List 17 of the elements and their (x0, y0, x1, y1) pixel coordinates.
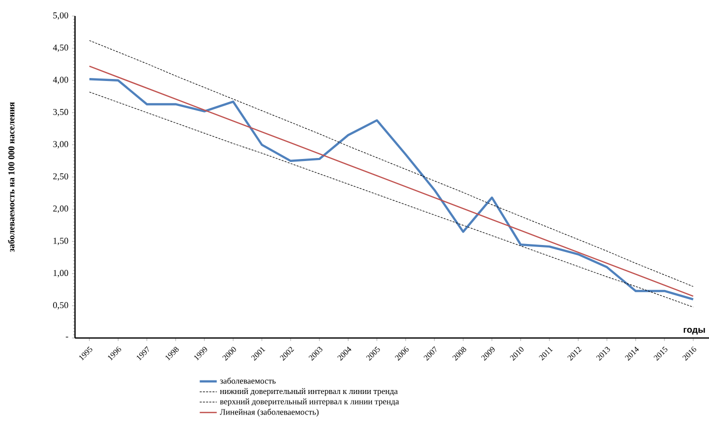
legend-label: заболеваемость (220, 378, 276, 384)
y-tick-label: 2,00 (53, 206, 68, 213)
y-tick-label: 0,50 (53, 302, 68, 310)
y-tick-label: 4,50 (52, 44, 68, 52)
y-axis-title: заболеваемость на 100 000 населения (8, 102, 14, 252)
y-tick-label: 4,00 (52, 76, 68, 84)
x-axis-title: годы (684, 328, 705, 334)
y-tick-label: 1,50 (54, 238, 68, 246)
y-tick-label: 3,00 (53, 141, 68, 148)
y-tick-label: 1,00 (54, 270, 68, 278)
legend-label: нижний доверительный интервал к линии тренда (220, 388, 398, 396)
y-tick-label: - (66, 336, 68, 338)
y-tick-label: 3,50 (53, 108, 68, 116)
y-tick-label: 5,00 (53, 12, 68, 20)
legend-label: верхний доверительный интервал к линии тренда (220, 398, 399, 406)
legend-label: Линейная (заболеваемость) (220, 408, 319, 417)
y-tick-label: 2,50 (53, 173, 68, 181)
